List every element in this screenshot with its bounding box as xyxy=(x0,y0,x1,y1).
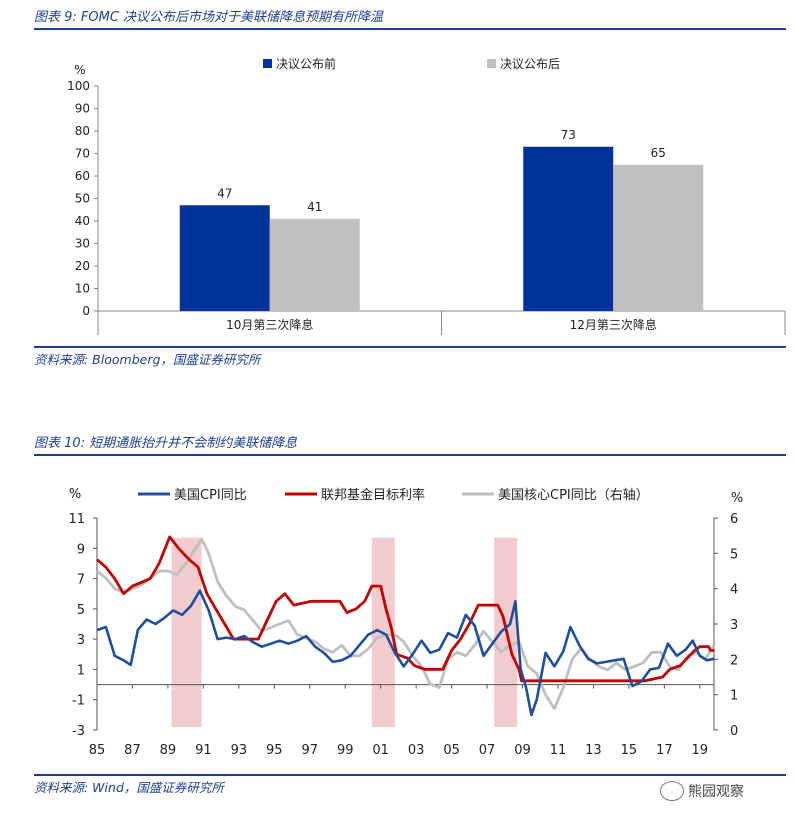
fig9-y-tick-label: 10 xyxy=(75,282,90,296)
fig9-y-tick-label: 100 xyxy=(67,79,90,93)
fig9-chart: % 0 10 20 30 40 50 60 70 80 90 100 10月第三次降息 47 41 12月第三… xyxy=(67,56,786,335)
fig10-x-tick-label: 89 xyxy=(160,743,177,758)
fig9-bar-label: 41 xyxy=(307,200,322,214)
fig9-y-tick-label: 40 xyxy=(75,214,90,228)
fig10-x-tick-label: 03 xyxy=(408,743,425,758)
fig9-title: 图表 9: FOMC 决议公布后市场对于美联储降息预期有所降温 xyxy=(34,10,384,25)
fig10-right-tick-label: 1 xyxy=(730,689,738,704)
fig10-right-tick-label: 4 xyxy=(730,583,738,598)
fig9-y-unit: % xyxy=(74,63,85,77)
fig10-legend-label: 美国CPI同比 xyxy=(174,488,247,503)
fig10-right-tick-label: 5 xyxy=(730,547,738,562)
fig9-y-tick-label: 60 xyxy=(75,169,90,183)
fig10-x-tick-label: 13 xyxy=(585,743,602,758)
fig10-x-tick-label: 07 xyxy=(479,743,496,758)
fig10-right-unit: % xyxy=(731,491,743,506)
fig10-x-tick-label: 11 xyxy=(550,743,567,758)
fig10-right-tick-label: 0 xyxy=(730,724,738,739)
fig10-x-tick-label: 99 xyxy=(337,743,354,758)
watermark-text: 熊园观察 xyxy=(688,784,744,800)
fig9-category-label: 10月第三次降息 xyxy=(226,317,313,332)
fig9-y-tick-label: 70 xyxy=(75,147,90,161)
fig10-left-tick-label: 9 xyxy=(77,542,85,557)
fig10-shaded-period xyxy=(171,537,202,727)
fig10-series-line xyxy=(96,589,715,717)
fig9-bottom-rule xyxy=(34,346,786,348)
fig10-left-tick-label: 5 xyxy=(77,603,85,618)
fig9-y-tick-label: 20 xyxy=(75,259,90,273)
fig10-legend-label: 联邦基金目标利率 xyxy=(321,487,425,503)
fig10-right-tick-label: 3 xyxy=(730,618,738,633)
fig10-x-tick-label: 85 xyxy=(89,743,106,758)
fig10-top-rule xyxy=(34,454,786,456)
fig9-category-label: 12月第三次降息 xyxy=(570,317,657,332)
fig9-source: 资料来源: Bloomberg，国盛证券研究所 xyxy=(34,352,261,367)
fig9-y-tick-label: 0 xyxy=(82,304,90,318)
fig10-x-tick-label: 19 xyxy=(692,743,709,758)
fig10-left-tick-label: 3 xyxy=(77,633,85,648)
fig10-source: 资料来源: Wind，国盛证券研究所 xyxy=(34,780,224,795)
fig10-series-line xyxy=(96,535,714,683)
fig9-bar xyxy=(523,146,614,311)
fig9-bar xyxy=(269,218,360,311)
fig9-legend-swatch xyxy=(487,59,496,68)
fig10-legend-label: 美国核心CPI同比（右轴） xyxy=(498,488,649,503)
fig9-top-rule xyxy=(34,28,786,30)
watermark: 熊园观察 xyxy=(660,781,744,801)
fig9-bar-label: 73 xyxy=(561,128,576,142)
fig9-legend-label: 决议公布后 xyxy=(500,57,560,71)
fig10-left-tick-label: -3 xyxy=(72,724,85,739)
fig9-bar-label: 65 xyxy=(651,146,666,160)
fig10-x-tick-label: 93 xyxy=(231,743,248,758)
fig9-y-tick-label: 90 xyxy=(75,102,90,116)
wechat-icon xyxy=(660,781,684,801)
fig10-x-tick-label: 95 xyxy=(266,743,283,758)
fig10-right-tick-label: 6 xyxy=(730,512,738,527)
fig10-x-tick-label: 17 xyxy=(656,743,673,758)
fig10-x-tick-label: 01 xyxy=(372,743,389,758)
fig10-x-tick-label: 91 xyxy=(195,743,212,758)
fig9-legend-swatch xyxy=(263,59,272,68)
fig10-left-tick-label: 7 xyxy=(77,573,85,588)
fig10-x-tick-label: 15 xyxy=(621,743,638,758)
fig9-y-tick-label: 80 xyxy=(75,124,90,138)
fig10-bottom-rule xyxy=(34,774,786,776)
fig9-bar xyxy=(613,164,704,311)
fig10-left-tick-label: 1 xyxy=(77,663,85,678)
fig9-legend-label: 决议公布前 xyxy=(276,56,336,71)
fig10-left-unit: % xyxy=(69,487,81,502)
fig10-title: 图表 10: 短期通胀抬升并不会制约美联储降息 xyxy=(34,436,298,451)
fig10-x-tick-label: 09 xyxy=(514,743,531,758)
fig9-y-tick-label: 50 xyxy=(75,192,90,206)
fig10-series-line xyxy=(96,537,716,711)
fig10-left-tick-label: -1 xyxy=(72,694,85,709)
fig9-bar-label: 47 xyxy=(217,186,232,200)
fig10-right-tick-label: 2 xyxy=(730,653,738,668)
fig10-x-tick-label: 05 xyxy=(443,743,460,758)
fig10-x-tick-label: 97 xyxy=(301,743,318,758)
fig9-y-tick-label: 30 xyxy=(75,237,90,251)
fig10-x-tick-label: 87 xyxy=(124,743,141,758)
fig9-bar xyxy=(179,205,270,311)
fig10-left-tick-label: 11 xyxy=(68,512,85,527)
